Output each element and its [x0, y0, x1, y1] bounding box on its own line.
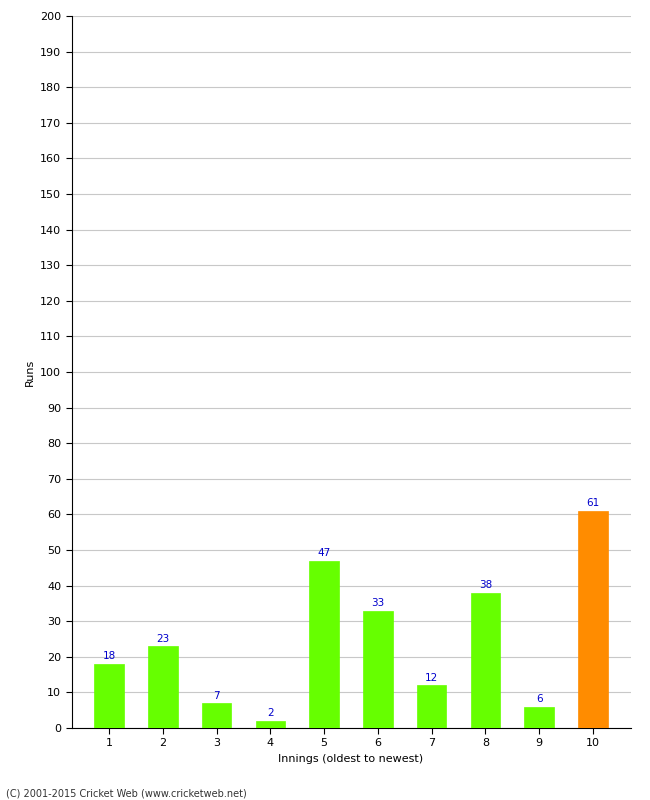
Bar [148, 646, 177, 728]
Text: 12: 12 [425, 673, 438, 682]
Text: 47: 47 [317, 548, 331, 558]
Text: 2: 2 [267, 708, 274, 718]
Bar [202, 703, 231, 728]
Bar [255, 721, 285, 728]
Bar [363, 610, 393, 728]
X-axis label: Innings (oldest to newest): Innings (oldest to newest) [278, 754, 424, 764]
Bar [471, 593, 500, 728]
Bar [309, 561, 339, 728]
Text: (C) 2001-2015 Cricket Web (www.cricketweb.net): (C) 2001-2015 Cricket Web (www.cricketwe… [6, 788, 247, 798]
Text: 38: 38 [479, 580, 492, 590]
Text: 18: 18 [103, 651, 116, 662]
Bar [94, 664, 124, 728]
Text: 6: 6 [536, 694, 543, 704]
Text: 33: 33 [371, 598, 385, 608]
Text: 61: 61 [586, 498, 599, 508]
Bar [417, 686, 447, 728]
Text: 23: 23 [156, 634, 170, 644]
Text: 7: 7 [213, 690, 220, 701]
Bar [578, 511, 608, 728]
Y-axis label: Runs: Runs [25, 358, 34, 386]
Bar [525, 706, 554, 728]
